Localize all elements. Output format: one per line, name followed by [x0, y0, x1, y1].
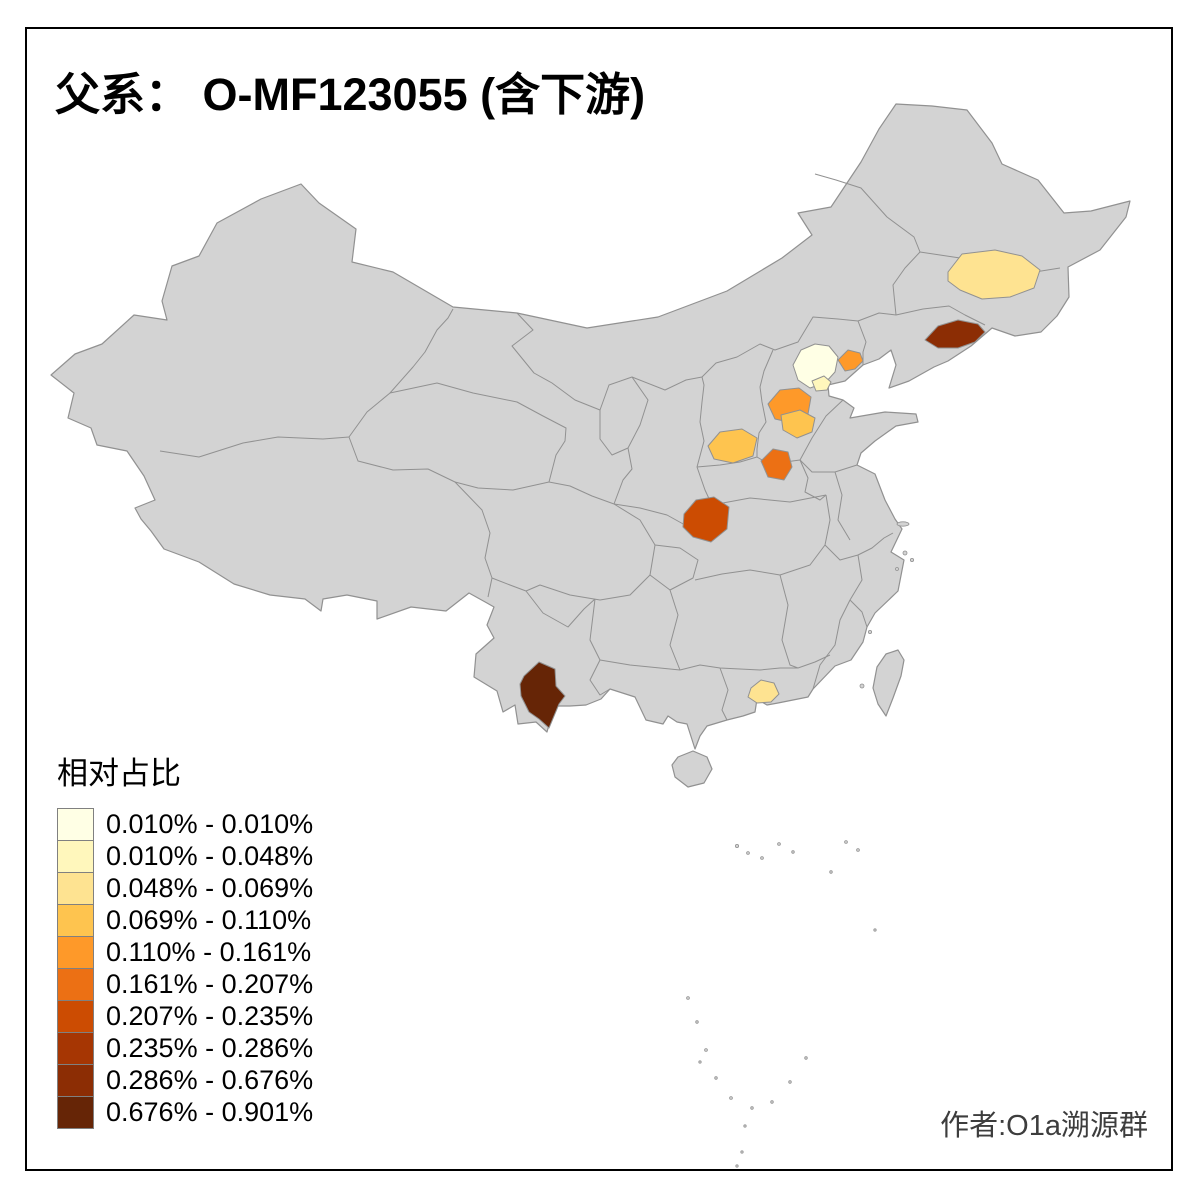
legend-swatch	[57, 1064, 94, 1097]
legend-label: 0.161% - 0.207%	[106, 969, 314, 999]
legend-label: 0.048% - 0.069%	[106, 873, 314, 903]
legend-row: 0.010% - 0.048%	[57, 840, 313, 873]
legend-row: 0.161% - 0.207%	[57, 968, 313, 1001]
region-guangzhou-area	[747, 679, 780, 704]
legend-swatch	[57, 872, 94, 905]
hainan-island	[671, 750, 713, 788]
legend-label: 0.010% - 0.048%	[106, 841, 314, 871]
legend-row: 0.286% - 0.676%	[57, 1064, 313, 1097]
south-china-sea-islands	[686, 550, 915, 1168]
map-title: 父系： O-MF123055 (含下游)	[55, 69, 646, 120]
region-beijing	[792, 343, 839, 389]
region-tangshan-area	[837, 349, 864, 372]
legend-row: 0.048% - 0.069%	[57, 872, 313, 905]
legend-row: 0.676% - 0.901%	[57, 1096, 313, 1129]
plot-frame	[25, 27, 1173, 1171]
legend-rows: 0.010% - 0.010% 0.010% - 0.048% 0.048% - 0…	[57, 808, 313, 1129]
legend-label: 0.069% - 0.110%	[106, 905, 312, 935]
region-liaoning-east	[924, 319, 986, 349]
region-hebei-southeast	[780, 409, 816, 439]
region-beijing-southeast	[811, 375, 832, 392]
attribution: 作者:O1a溯源群	[940, 1110, 1148, 1142]
legend-row: 0.110% - 0.161%	[57, 936, 313, 969]
legend-label: 0.110% - 0.161%	[106, 937, 312, 967]
legend-swatch	[57, 936, 94, 969]
legend-swatch	[57, 1000, 94, 1033]
legend-label: 0.207% - 0.235%	[106, 1001, 314, 1031]
region-yunnan-west	[519, 661, 566, 729]
legend-swatch	[57, 840, 94, 873]
chongming-island	[896, 521, 910, 527]
region-shanxi-central	[707, 428, 758, 464]
region-handan-area	[760, 448, 793, 481]
legend-label: 0.286% - 0.676%	[106, 1065, 314, 1095]
legend-swatch	[57, 808, 94, 841]
legend-row: 0.207% - 0.235%	[57, 1000, 313, 1033]
islands	[671, 521, 910, 788]
legend-label: 0.010% - 0.010%	[106, 809, 314, 839]
legend-swatch	[57, 904, 94, 937]
mainland-outline	[50, 103, 1131, 750]
china-landmass	[50, 103, 1131, 750]
region-jilin-city-area	[947, 249, 1041, 300]
legend: 相对占比 0.010% - 0.010% 0.010% - 0.048% 0.048…	[57, 748, 313, 1129]
region-shaanxi-central	[682, 496, 730, 543]
legend-swatch	[57, 1096, 94, 1129]
legend-title: 相对占比	[57, 756, 181, 791]
shaded-regions	[519, 249, 1041, 729]
legend-row: 0.069% - 0.110%	[57, 904, 313, 937]
legend-label: 0.676% - 0.901%	[106, 1097, 314, 1127]
taiwan-island	[872, 649, 905, 717]
legend-row: 0.010% - 0.010%	[57, 808, 313, 841]
legend-row: 0.235% - 0.286%	[57, 1032, 313, 1065]
legend-swatch	[57, 968, 94, 1001]
legend-swatch	[57, 1032, 94, 1065]
legend-label: 0.235% - 0.286%	[106, 1033, 314, 1063]
